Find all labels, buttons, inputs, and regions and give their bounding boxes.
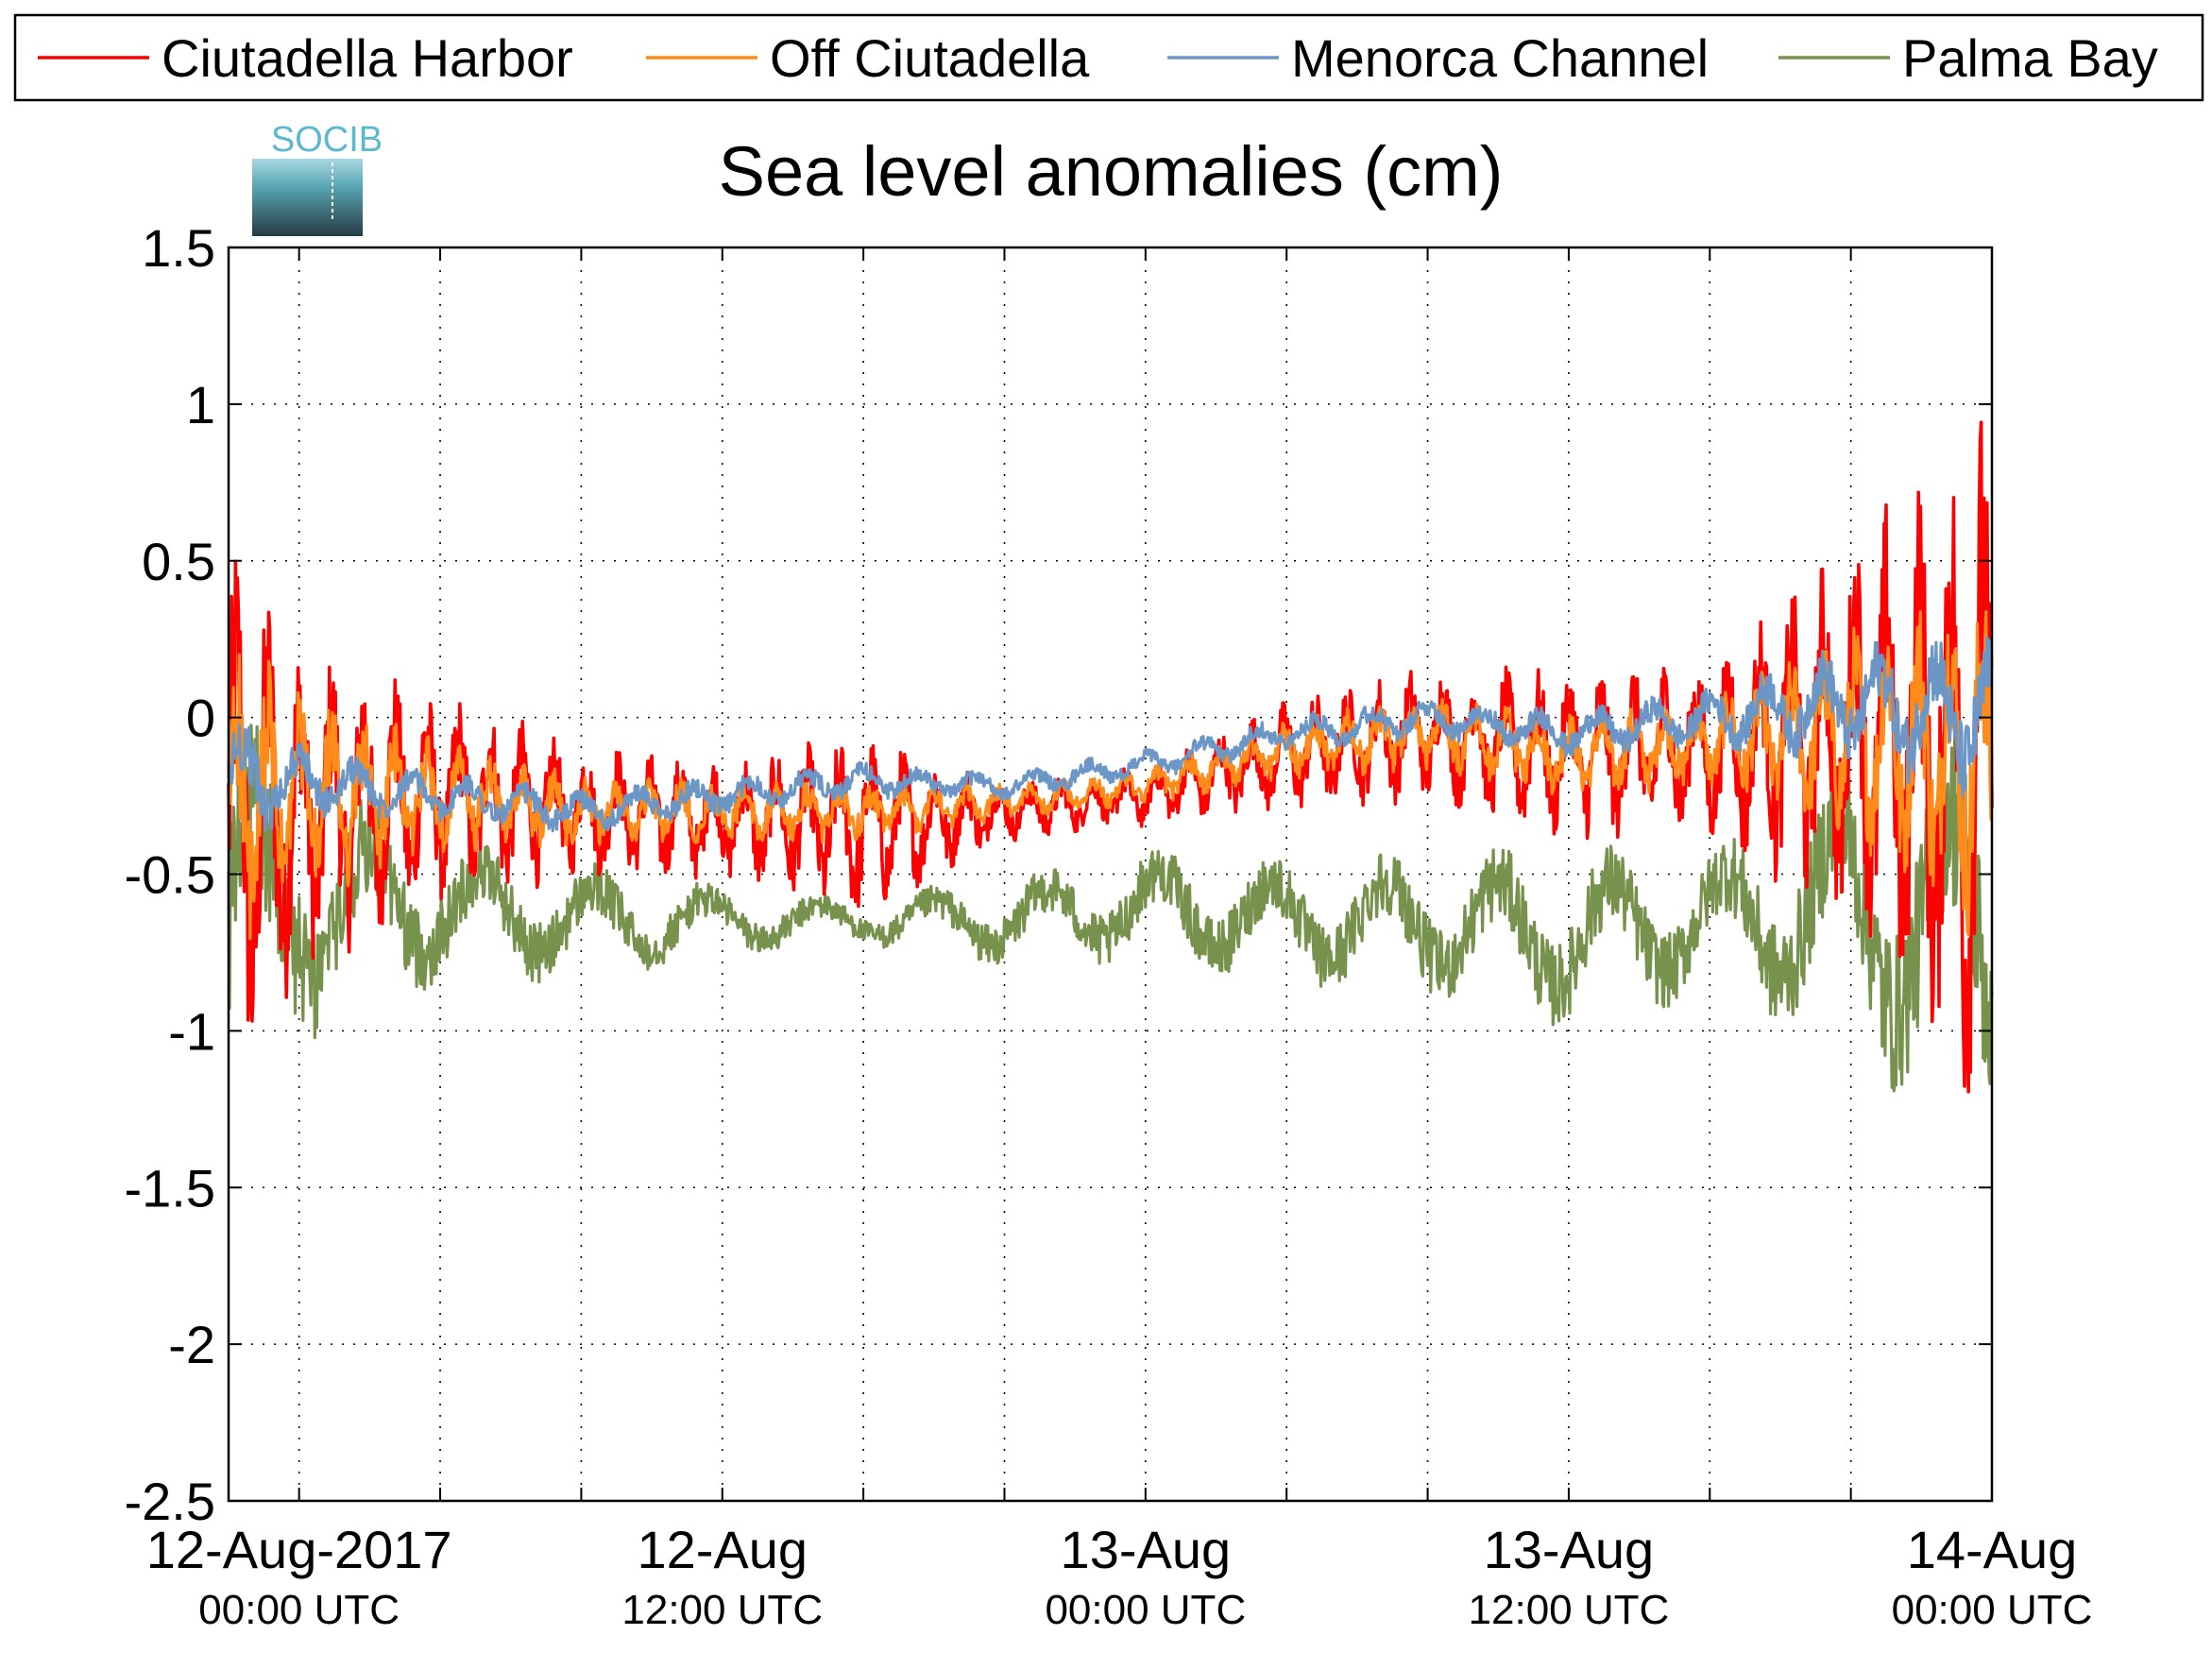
x-tick-label: 14-Aug [1907,1520,2078,1579]
logo-block [252,159,363,236]
x-tick-label: 13-Aug [1061,1520,1232,1579]
y-tick-label: -2 [168,1315,215,1374]
x-tick-sublabel: 00:00 UTC [198,1587,400,1633]
x-tick-sublabel: 12:00 UTC [1469,1587,1670,1633]
y-tick-label: -2.5 [125,1472,216,1531]
x-tick-sublabel: 12:00 UTC [621,1587,823,1633]
series-line-menorca-channel [227,635,1994,833]
y-tick-label: 1 [186,375,215,434]
x-tick-label: 12-Aug [637,1520,808,1579]
plot-area [227,246,1994,1503]
chart-title: Sea level anomalies (cm) [719,132,1504,211]
series-lines [227,420,1994,1094]
y-tick-label: 1.5 [142,218,215,278]
legend-label: Menorca Channel [1291,28,1709,88]
legend-label: Palma Bay [1902,28,2158,88]
x-tick-label: 12-Aug-2017 [146,1520,452,1579]
x-tick-sublabel: 00:00 UTC [1045,1587,1246,1633]
y-axis-labels: 1.5 1 0.5 0 -0.5 -1 -1.5 -2 -2.5 [125,218,216,1531]
x-tick-label: 13-Aug [1484,1520,1655,1579]
legend: Ciutadella Harbor Off Ciutadella Menorca C… [13,13,2204,102]
x-tick-sublabel: 00:00 UTC [1892,1587,2093,1633]
socib-logo: SOCIB [252,120,383,236]
y-tick-label: 0.5 [142,532,215,591]
y-tick-label: -1 [168,1001,215,1061]
series-line-palma-bay [227,724,1994,1093]
y-tick-label: 0 [186,689,215,748]
legend-label: Ciutadella Harbor [162,28,573,88]
logo-text: SOCIB [271,120,383,160]
y-tick-label: -0.5 [125,845,216,905]
legend-entries: Ciutadella Harbor Off Ciutadella Menorca C… [38,28,2158,88]
x-axis-labels: 12-Aug-2017 00:00 UTC 12-Aug 12:00 UTC 13-Au… [146,1520,2093,1633]
ticks [229,247,1993,1502]
y-tick-label: -1.5 [125,1158,216,1218]
legend-label: Off Ciutadella [770,28,1090,88]
plot-background [229,247,1992,1501]
